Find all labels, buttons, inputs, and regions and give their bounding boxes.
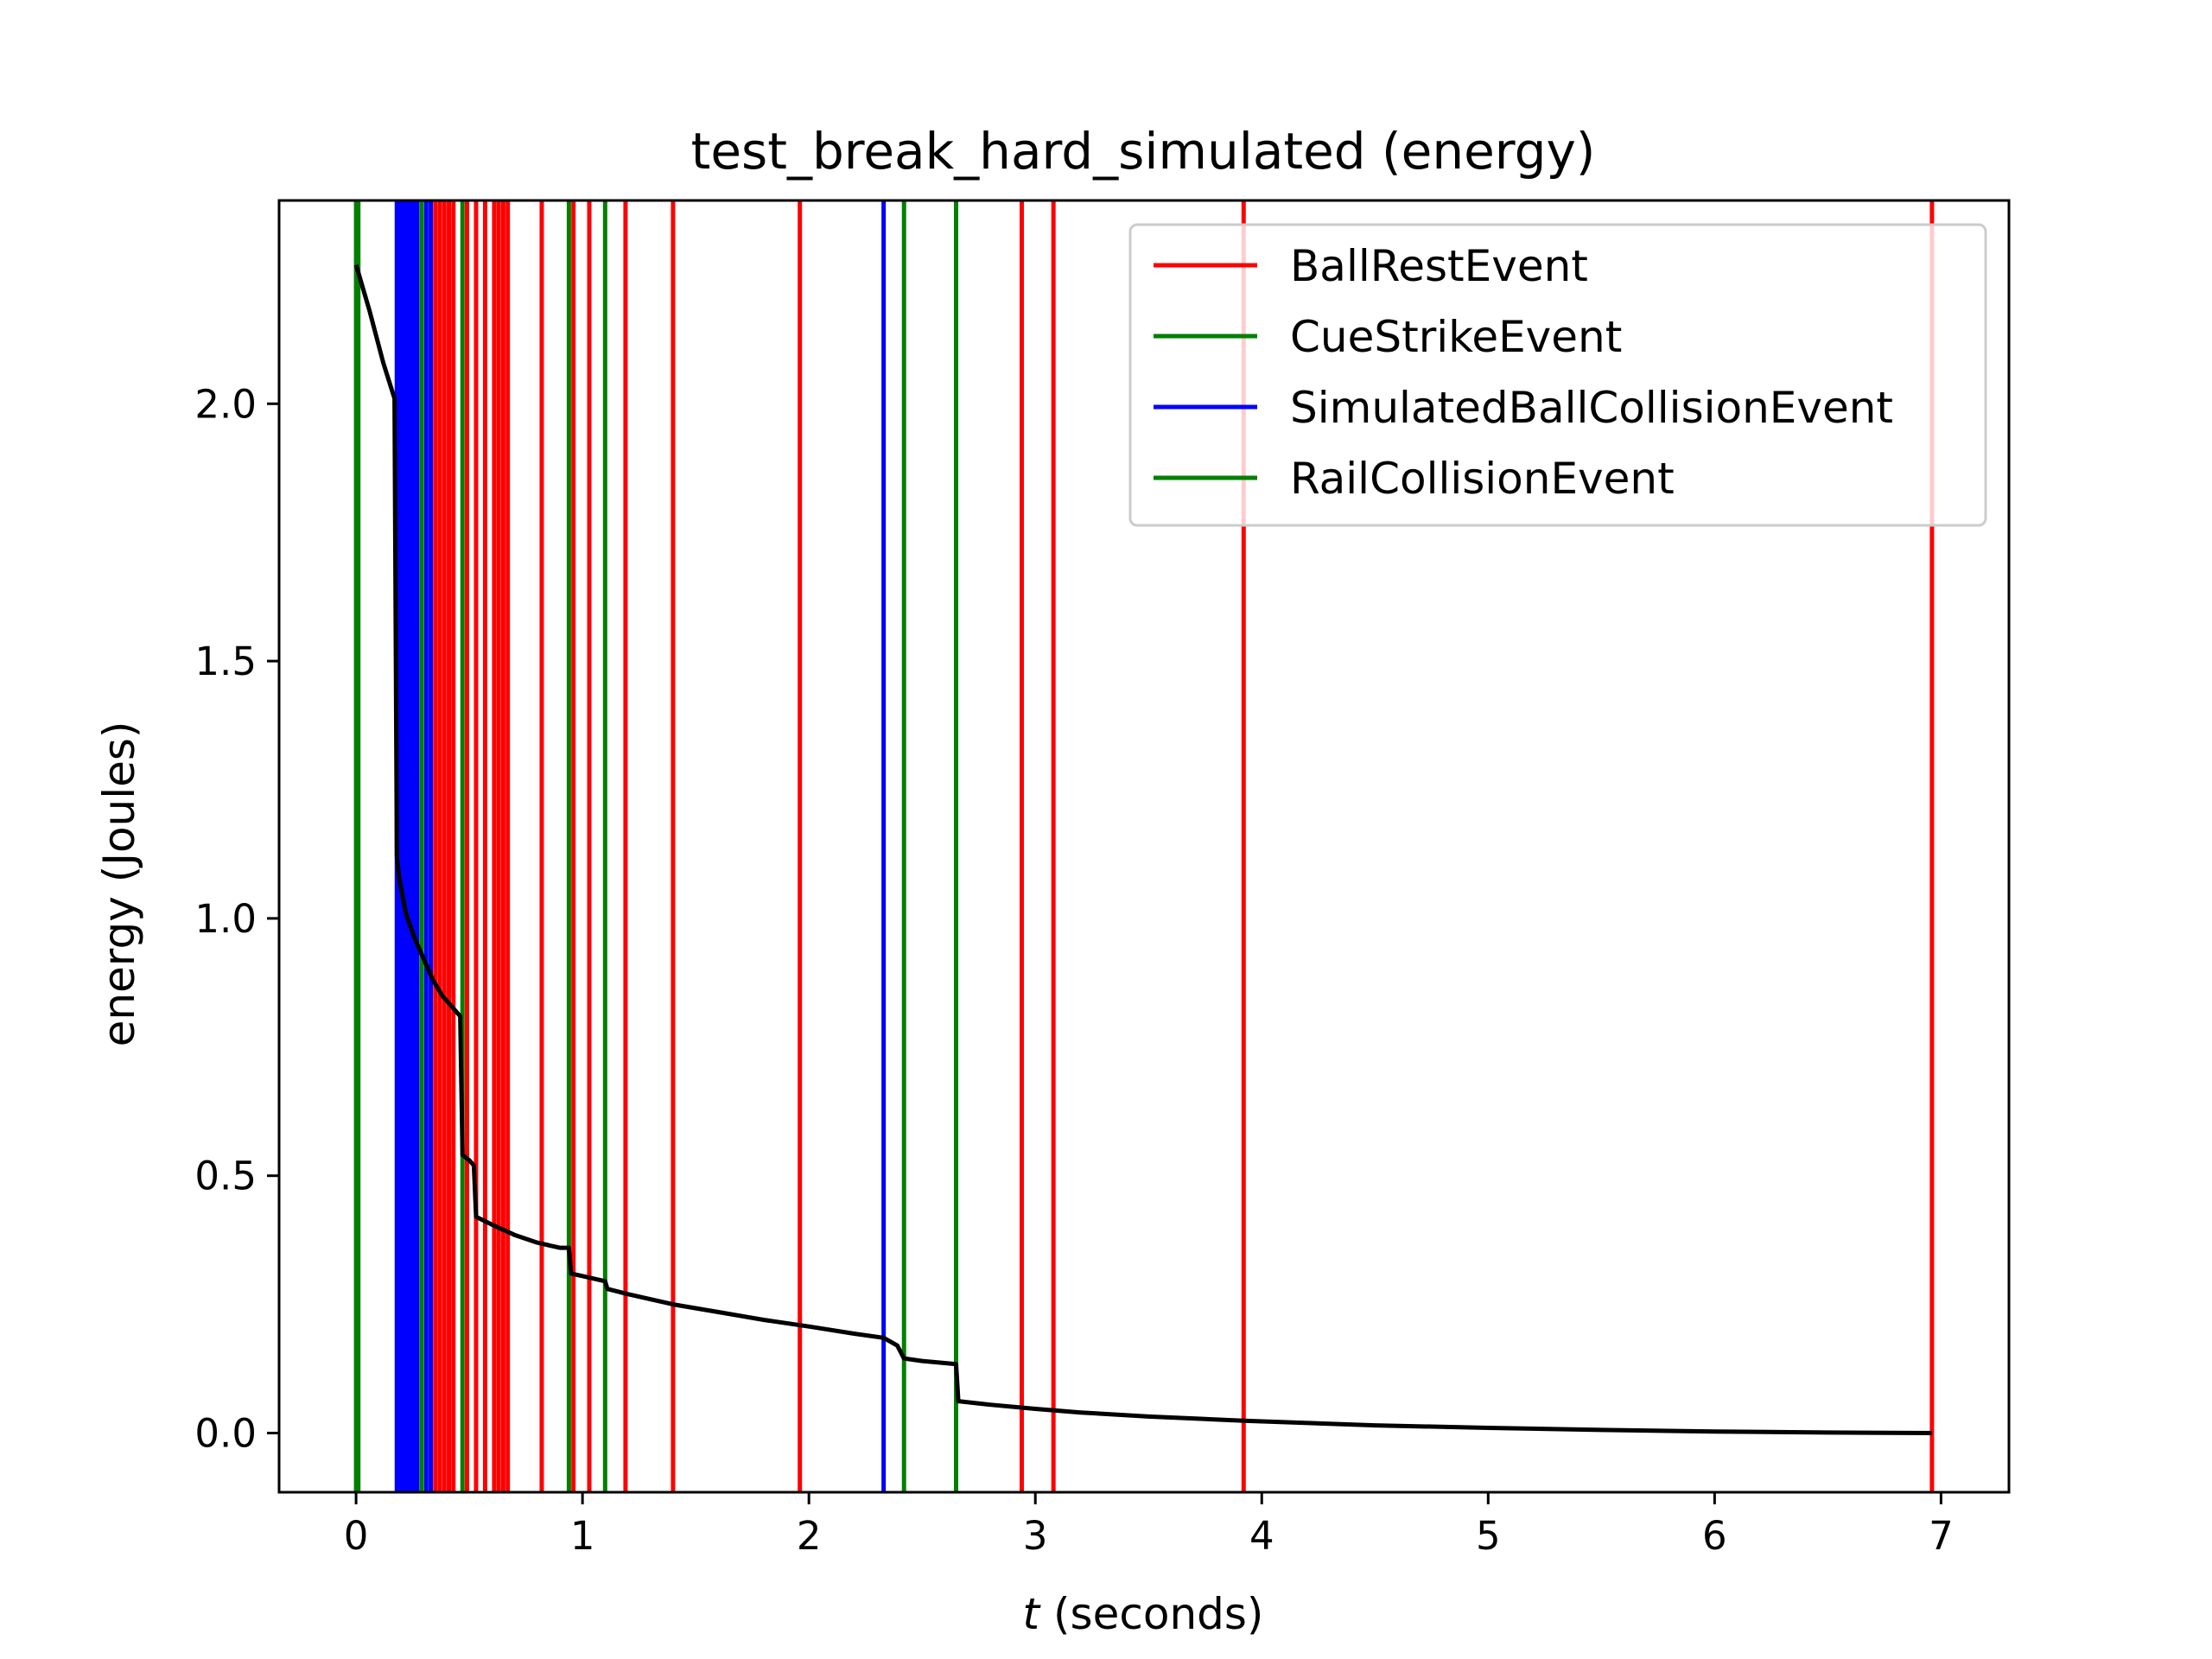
x-tick-label: 5 (1476, 1513, 1501, 1559)
x-tick-label: 1 (570, 1513, 595, 1559)
chart-title: test_break_hard_simulated (energy) (691, 122, 1596, 181)
legend: BallRestEvent CueStrikeEvent SimulatedBall… (1128, 223, 1987, 527)
energy-series-line (353, 264, 1932, 1435)
legend-label: RailCollisionEvent (1290, 454, 1675, 504)
y-axis: 0.0 0.5 1.0 1.5 2.0 (194, 381, 279, 1457)
legend-box (1128, 223, 1987, 527)
x-axis-label-variable: t (1023, 1589, 1042, 1639)
x-axis-label-units: (seconds) (1039, 1589, 1263, 1639)
x-axis-label: t (seconds) (1023, 1589, 1264, 1639)
plot-area (277, 199, 2011, 1494)
plot-frame (277, 199, 2011, 1494)
legend-label: SimulatedBallCollisionEvent (1290, 383, 1893, 433)
y-tick-label: 0.0 (194, 1411, 257, 1457)
y-tick-label: 0.5 (194, 1154, 257, 1199)
x-tick-label: 0 (344, 1513, 369, 1559)
legend-label: CueStrikeEvent (1290, 312, 1622, 362)
x-tick-label: 3 (1023, 1513, 1048, 1559)
y-tick-label: 2.0 (194, 381, 257, 427)
x-tick-label: 6 (1702, 1513, 1727, 1559)
y-tick-label: 1.0 (194, 896, 257, 942)
y-axis-label: energy (Joules) (94, 721, 144, 1047)
x-axis: 0 1 2 3 4 5 6 7 (344, 1492, 1954, 1559)
legend-label: BallRestEvent (1290, 241, 1588, 291)
y-tick-label: 1.5 (194, 639, 257, 684)
x-tick-label: 7 (1929, 1513, 1954, 1559)
x-tick-label: 2 (797, 1513, 822, 1559)
x-tick-label: 4 (1249, 1513, 1274, 1559)
